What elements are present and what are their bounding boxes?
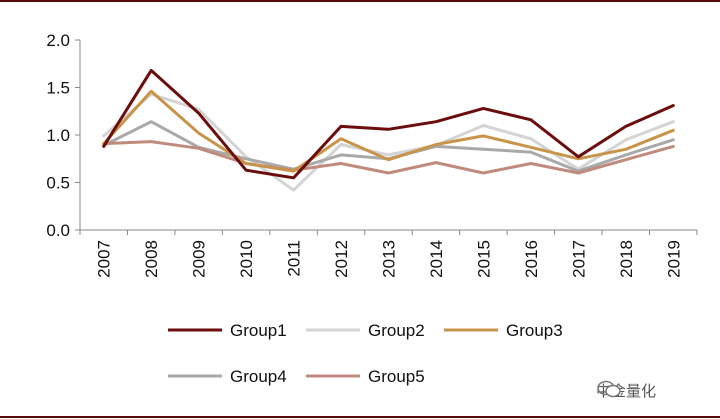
top-rule (0, 0, 720, 2)
x-tick-label: 2012 (332, 240, 351, 278)
series-line-group2 (102, 92, 675, 192)
x-tick-label: 2010 (237, 240, 256, 278)
bottom-rule (0, 416, 720, 418)
x-tick-label: 2009 (190, 240, 209, 278)
x-tick-label: 2015 (474, 240, 493, 278)
x-tick-label: 2014 (427, 240, 446, 278)
x-tick-label: 2011 (285, 240, 304, 277)
legend-label-group2: Group2 (368, 321, 425, 340)
legend-label-group3: Group3 (506, 321, 563, 340)
series-line-group5 (102, 140, 675, 175)
x-tick-label: 2008 (142, 240, 161, 278)
y-tick-label: 1.5 (46, 79, 70, 98)
x-tick-label: 2019 (664, 240, 683, 278)
watermark: 中金量化 (596, 380, 656, 401)
legend-label-group5: Group5 (368, 367, 425, 386)
x-tick-label: 2017 (569, 240, 588, 278)
y-tick-label: 0.5 (46, 174, 70, 193)
y-tick-label: 0.0 (46, 221, 70, 240)
legend-label-group4: Group4 (230, 367, 287, 386)
series-line-group3 (102, 89, 675, 173)
wechat-icon (597, 380, 621, 398)
x-tick-label: 2016 (522, 240, 541, 278)
x-tick-label: 2018 (617, 240, 636, 278)
y-tick-label: 1.0 (46, 126, 70, 145)
y-tick-label: 2.0 (46, 31, 70, 50)
legend-label-group1: Group1 (230, 321, 287, 340)
x-tick-label: 2013 (380, 240, 399, 278)
series-line-group1 (102, 68, 675, 180)
x-tick-label: 2007 (95, 240, 114, 278)
